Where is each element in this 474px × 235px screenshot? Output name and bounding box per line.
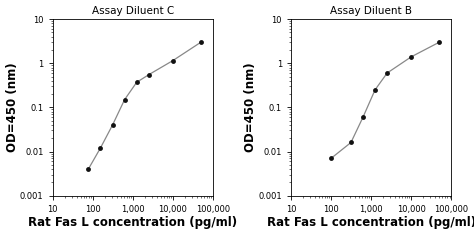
- Point: [347, 141, 355, 144]
- Point: [436, 40, 443, 44]
- X-axis label: Rat Fas L concentration (pg/ml): Rat Fas L concentration (pg/ml): [28, 216, 237, 229]
- Point: [109, 123, 116, 127]
- Point: [145, 73, 153, 77]
- Y-axis label: OD=450 (nm): OD=450 (nm): [6, 63, 18, 152]
- Point: [327, 157, 335, 160]
- Point: [408, 55, 415, 59]
- Point: [359, 115, 367, 119]
- Title: Assay Diluent B: Assay Diluent B: [330, 6, 412, 16]
- Point: [383, 71, 391, 75]
- Point: [121, 98, 128, 102]
- Point: [84, 167, 92, 171]
- Title: Assay Diluent C: Assay Diluent C: [91, 6, 174, 16]
- Y-axis label: OD=450 (nm): OD=450 (nm): [244, 63, 257, 152]
- Point: [197, 40, 205, 44]
- Point: [133, 80, 140, 84]
- X-axis label: Rat Fas L concentration (pg/ml): Rat Fas L concentration (pg/ml): [266, 216, 474, 229]
- Point: [97, 146, 104, 150]
- Point: [371, 88, 379, 92]
- Point: [169, 59, 177, 63]
